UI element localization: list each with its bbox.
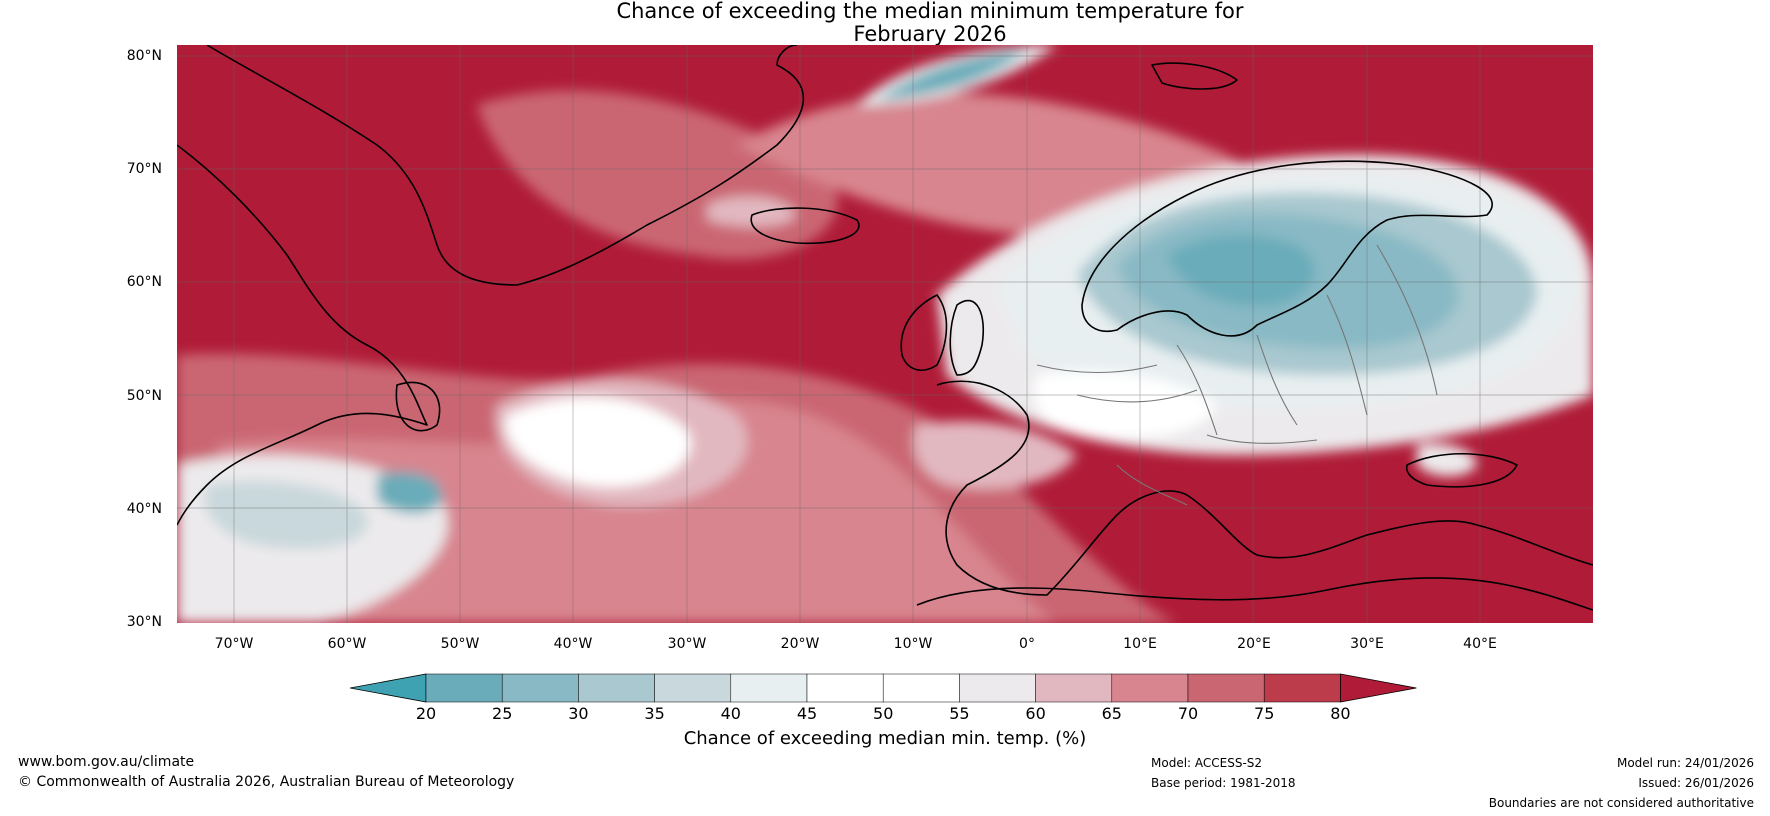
scandinavia-coast — [1081, 160, 1493, 337]
colorbar-segment — [1111, 673, 1189, 703]
colorbar-segment — [501, 673, 579, 703]
lon-label-50w: 50°W — [440, 636, 480, 652]
footer-website: www.bom.gov.au/climate — [18, 754, 195, 770]
lat-label-60n: 60°N — [126, 274, 162, 290]
graticule — [177, 45, 1593, 623]
lon-label-60w: 60°W — [327, 636, 367, 652]
colorbar-segment — [425, 673, 503, 703]
lon-label-20e: 20°E — [1237, 636, 1271, 652]
lon-label-0: 0° — [1019, 636, 1035, 652]
colorbar-segment — [654, 673, 732, 703]
colorbar-tick-label: 40 — [720, 704, 741, 723]
lat-label-50n: 50°N — [126, 388, 162, 404]
lon-label-10w: 10°W — [893, 636, 933, 652]
lon-label-40w: 40°W — [553, 636, 593, 652]
lon-label-30e: 30°E — [1350, 636, 1384, 652]
colorbar-segment — [806, 673, 884, 703]
lon-label-10e: 10°E — [1123, 636, 1157, 652]
region-scandinavia-core — [1167, 234, 1315, 307]
lat-label-40n: 40°N — [126, 501, 162, 517]
lon-label-40e: 40°E — [1463, 636, 1497, 652]
colorbar-segment — [959, 673, 1036, 703]
colorbar-segment — [1035, 673, 1113, 703]
region-iceland-white — [707, 196, 797, 227]
north-africa-coast — [916, 577, 1593, 611]
colorbar-tick-label: 65 — [1101, 704, 1122, 723]
region-alps-white — [1033, 371, 1217, 439]
uk-ireland-coast — [900, 294, 985, 376]
colorbar-tick-label: 50 — [873, 704, 894, 723]
colorbar-segment — [882, 673, 960, 703]
svalbard-coast — [1151, 62, 1238, 90]
lon-label-20w: 20°W — [780, 636, 820, 652]
footer-copyright: © Commonwealth of Australia 2026, Austra… — [18, 774, 515, 790]
map-title-line1: Chance of exceeding the median minimum t… — [616, 0, 1244, 23]
region-midlat-white — [505, 397, 691, 487]
region-atlantic-band-inner — [217, 400, 1057, 623]
colorbar-over-arrow — [1340, 673, 1417, 703]
colorbar-tick-label: 20 — [415, 704, 437, 723]
colorbar-segments — [350, 673, 1417, 703]
region-turkey-white — [1417, 443, 1477, 477]
colorbar-tick-label: 30 — [568, 704, 589, 723]
map-title-line2: February 2026 — [853, 22, 1007, 46]
colorbar-tick-label: 25 — [492, 704, 513, 723]
footer-base-period: Base period: 1981-2018 — [1151, 776, 1296, 790]
colorbar-segment — [578, 673, 655, 703]
colorbar — [350, 673, 1417, 703]
colorbar-tick-label: 60 — [1025, 704, 1046, 723]
iceland-coast — [750, 207, 860, 245]
greenland-coast — [206, 45, 805, 286]
colorbar-tick-label: 45 — [796, 704, 818, 723]
map-title: Chance of exceeding the median minimum t… — [0, 0, 1770, 46]
region-west-atlantic-blue2 — [377, 471, 443, 514]
footer-issued: Issued: 26/01/2026 — [1638, 776, 1754, 790]
colorbar-segment — [1187, 673, 1265, 703]
forecast-map — [177, 45, 1593, 623]
coastlines — [177, 45, 1593, 611]
region-med-pink — [913, 421, 1077, 489]
forecast-map-svg — [177, 45, 1593, 623]
footer-disclaimer: Boundaries are not considered authoritat… — [1488, 796, 1754, 810]
region-arctic-blue — [877, 50, 1027, 100]
western-europe-coast — [936, 380, 1593, 596]
colorbar-label: Chance of exceeding median min. temp. (%… — [683, 728, 1087, 749]
region-west-atlantic-blue — [204, 481, 369, 549]
canada-coast — [177, 144, 428, 526]
footer-model: Model: ACCESS-S2 — [1151, 756, 1263, 770]
probability-field — [177, 45, 1593, 623]
country-borders — [1036, 244, 1438, 506]
colorbar-segment — [730, 673, 808, 703]
colorbar-tick-label: 35 — [644, 704, 665, 723]
colorbar-segment — [1263, 673, 1341, 703]
lon-label-70w: 70°W — [214, 636, 254, 652]
colorbar-tick-label: 55 — [949, 704, 970, 723]
lat-label-80n: 80°N — [126, 48, 162, 64]
colorbar-tick-label: 70 — [1177, 704, 1199, 723]
colorbar-tick-label: 75 — [1254, 704, 1275, 723]
lon-label-30w: 30°W — [667, 636, 707, 652]
footer-model-run: Model run: 24/01/2026 — [1616, 756, 1754, 770]
lat-label-70n: 70°N — [126, 161, 162, 177]
lat-label-30n: 30°N — [126, 614, 162, 630]
newfoundland-coast — [395, 381, 441, 432]
black-sea-coast — [1405, 453, 1518, 488]
colorbar-under-arrow — [350, 673, 427, 703]
colorbar-tick-label: 80 — [1330, 704, 1351, 723]
